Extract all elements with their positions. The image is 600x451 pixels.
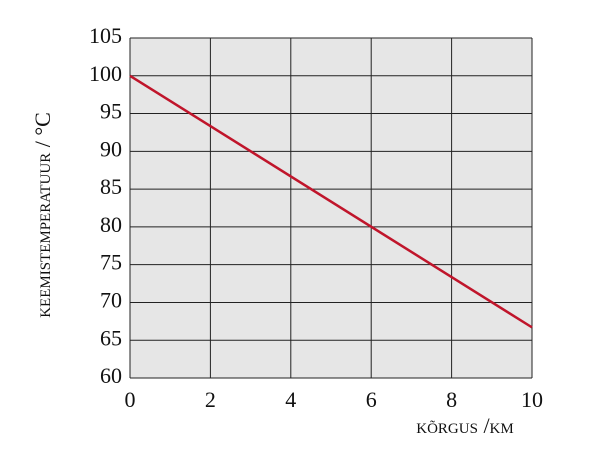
y-tick-label: 90 xyxy=(100,136,122,161)
y-tick-label: 80 xyxy=(100,212,122,237)
plot-area xyxy=(130,38,532,378)
y-tick-label: 65 xyxy=(100,325,122,350)
x-tick-label: 8 xyxy=(446,387,457,412)
y-tick-label: 100 xyxy=(89,61,122,86)
y-tick-label: 60 xyxy=(100,363,122,388)
x-tick-label: 4 xyxy=(285,387,296,412)
data-line xyxy=(129,74,533,329)
x-tick-label: 2 xyxy=(205,387,216,412)
x-axis-label: kõrgus /km xyxy=(416,413,513,438)
x-tick-label: 10 xyxy=(521,387,543,412)
y-tick-label: 75 xyxy=(100,250,122,275)
y-tick-label: 85 xyxy=(100,174,122,199)
y-axis-label: keemistemperatuur / °C xyxy=(30,112,55,318)
y-tick-label: 95 xyxy=(100,99,122,124)
y-tick-label: 105 xyxy=(89,23,122,48)
y-tick-label: 70 xyxy=(100,287,122,312)
x-tick-label: 0 xyxy=(125,387,136,412)
x-tick-label: 6 xyxy=(366,387,377,412)
